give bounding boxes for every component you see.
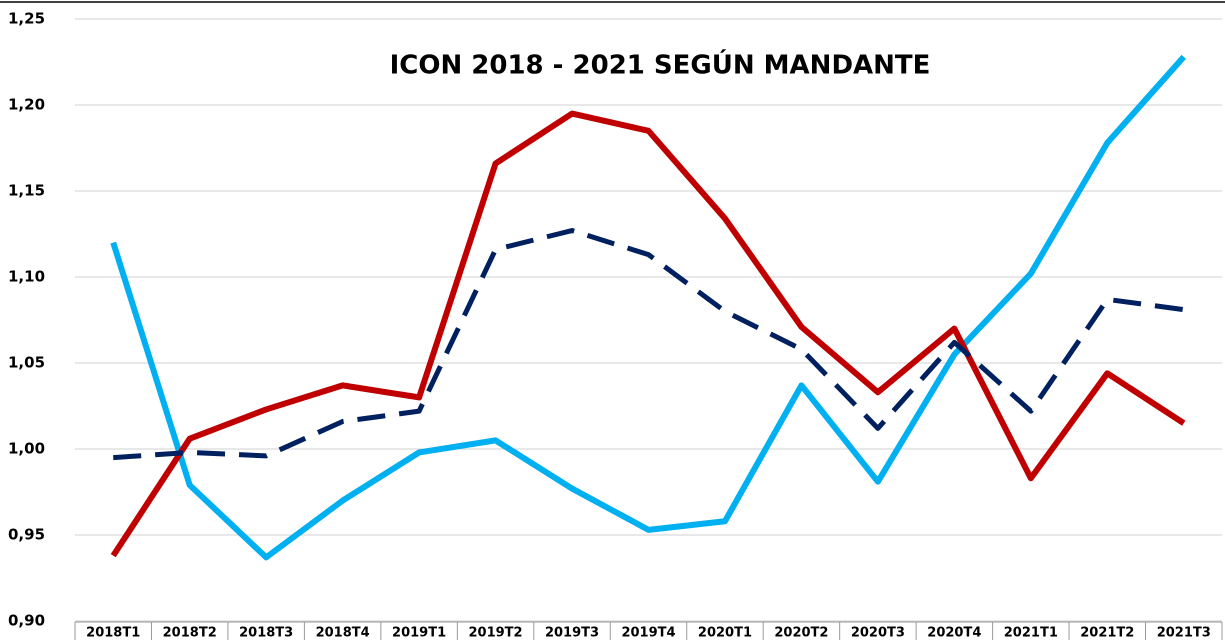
x-tick-label: 2018T4 (316, 626, 370, 641)
y-tick-label: 0,95 (8, 526, 45, 544)
y-tick-label: 1,25 (8, 10, 45, 28)
series-line (113, 228, 1185, 461)
y-tick-label: 1,20 (8, 96, 45, 114)
x-tick-label: 2021T1 (1004, 626, 1058, 641)
y-tick-label: 1,00 (8, 440, 45, 458)
series-line (110, 110, 1186, 558)
x-tick-label: 2019T2 (469, 626, 523, 641)
x-tick-label: 2020T4 (927, 626, 981, 641)
x-tick-label: 2018T3 (239, 626, 293, 641)
x-tick-label: 2020T1 (698, 626, 752, 641)
x-tick-label: 2020T2 (774, 626, 828, 641)
x-tick-label: 2019T1 (392, 626, 446, 641)
x-tick-label: 2021T2 (1080, 626, 1134, 641)
x-tick-label: 2019T3 (545, 626, 599, 641)
y-tick-label: 1,10 (8, 268, 45, 286)
x-tick-label: 2020T3 (851, 626, 905, 641)
series-line (110, 54, 1187, 561)
x-tick-label: 2019T4 (621, 626, 675, 641)
x-tick-label: 2018T1 (86, 626, 140, 641)
x-tick-label: 2021T3 (1157, 626, 1211, 641)
y-tick-label: 1,05 (8, 354, 45, 372)
x-tick-label: 2018T2 (163, 626, 217, 641)
y-tick-label: 1,15 (8, 182, 45, 200)
chart-title: ICON 2018 - 2021 SEGÚN MANDANTE (390, 49, 931, 81)
y-tick-label: 0,90 (8, 612, 45, 630)
